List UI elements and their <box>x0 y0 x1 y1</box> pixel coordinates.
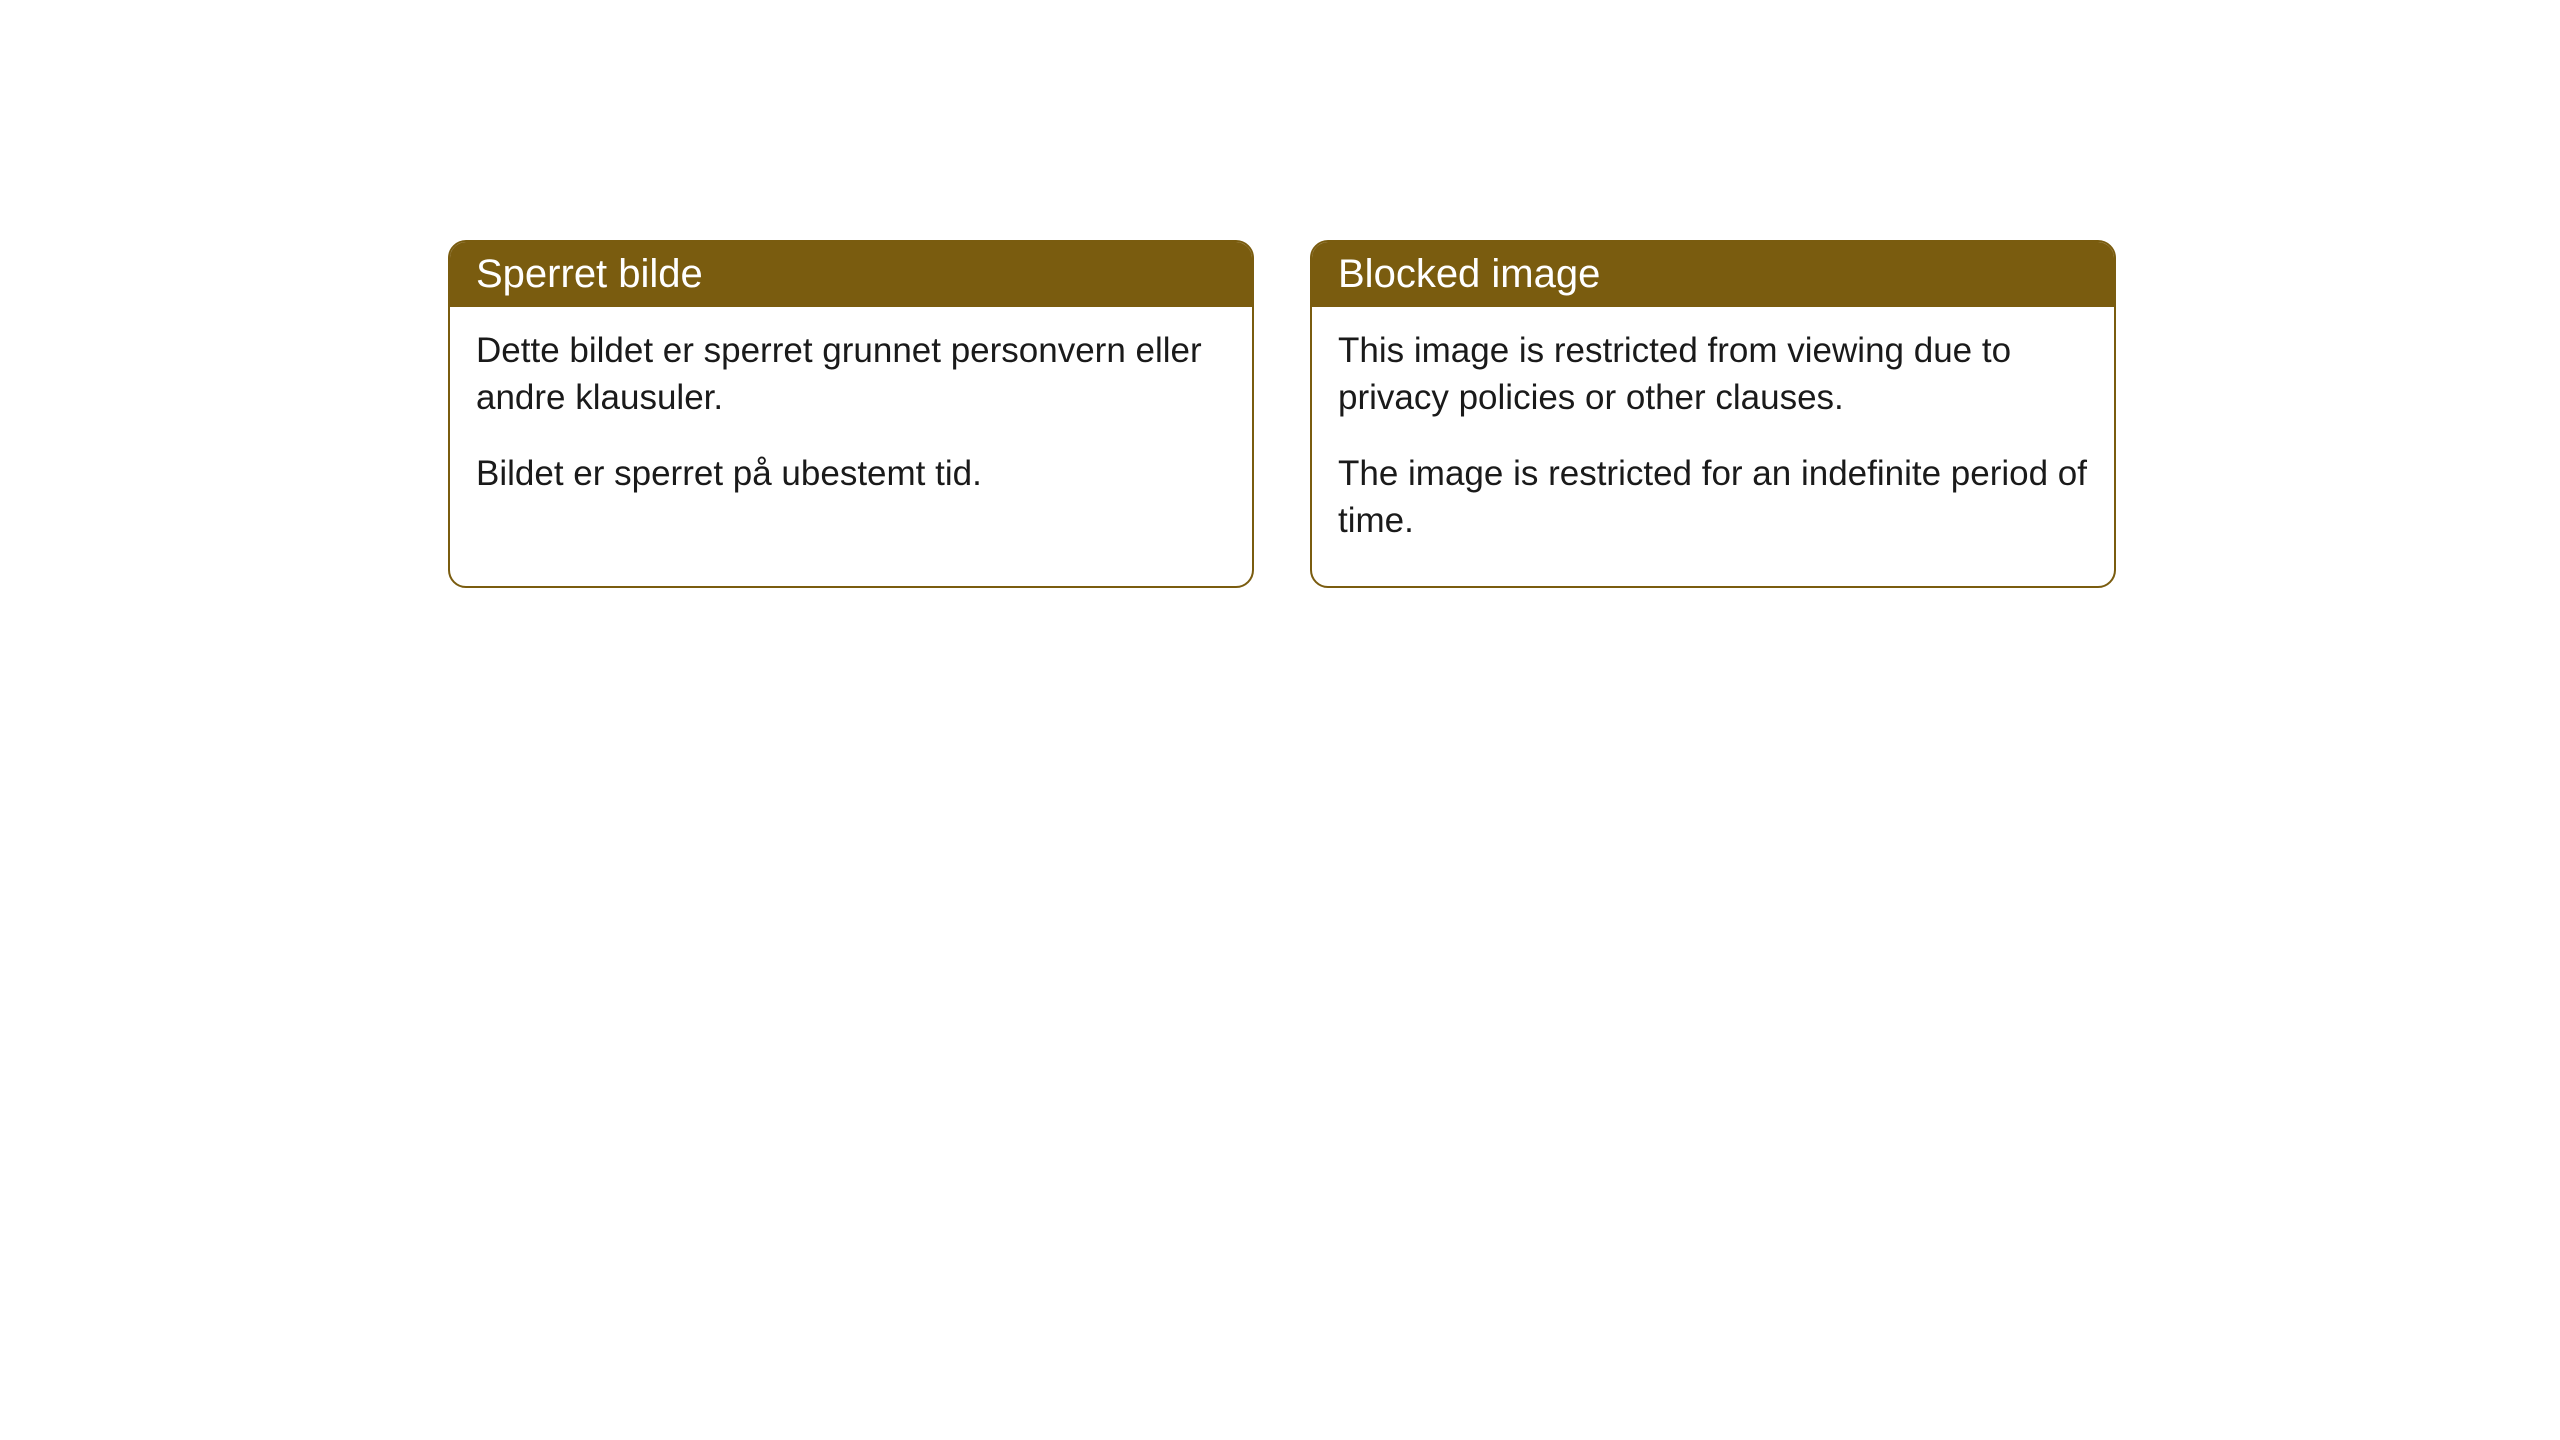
blocked-image-card-english: Blocked image This image is restricted f… <box>1310 240 2116 588</box>
card-paragraph-2: The image is restricted for an indefinit… <box>1338 450 2088 545</box>
blocked-image-card-norwegian: Sperret bilde Dette bildet er sperret gr… <box>448 240 1254 588</box>
card-paragraph-2: Bildet er sperret på ubestemt tid. <box>476 450 1226 497</box>
cards-container: Sperret bilde Dette bildet er sperret gr… <box>448 240 2116 588</box>
card-paragraph-1: This image is restricted from viewing du… <box>1338 327 2088 422</box>
card-title: Blocked image <box>1338 252 1600 296</box>
card-title: Sperret bilde <box>476 252 703 296</box>
card-header: Sperret bilde <box>450 242 1252 307</box>
card-header: Blocked image <box>1312 242 2114 307</box>
card-body: This image is restricted from viewing du… <box>1312 307 2114 586</box>
card-paragraph-1: Dette bildet er sperret grunnet personve… <box>476 327 1226 422</box>
card-body: Dette bildet er sperret grunnet personve… <box>450 307 1252 539</box>
